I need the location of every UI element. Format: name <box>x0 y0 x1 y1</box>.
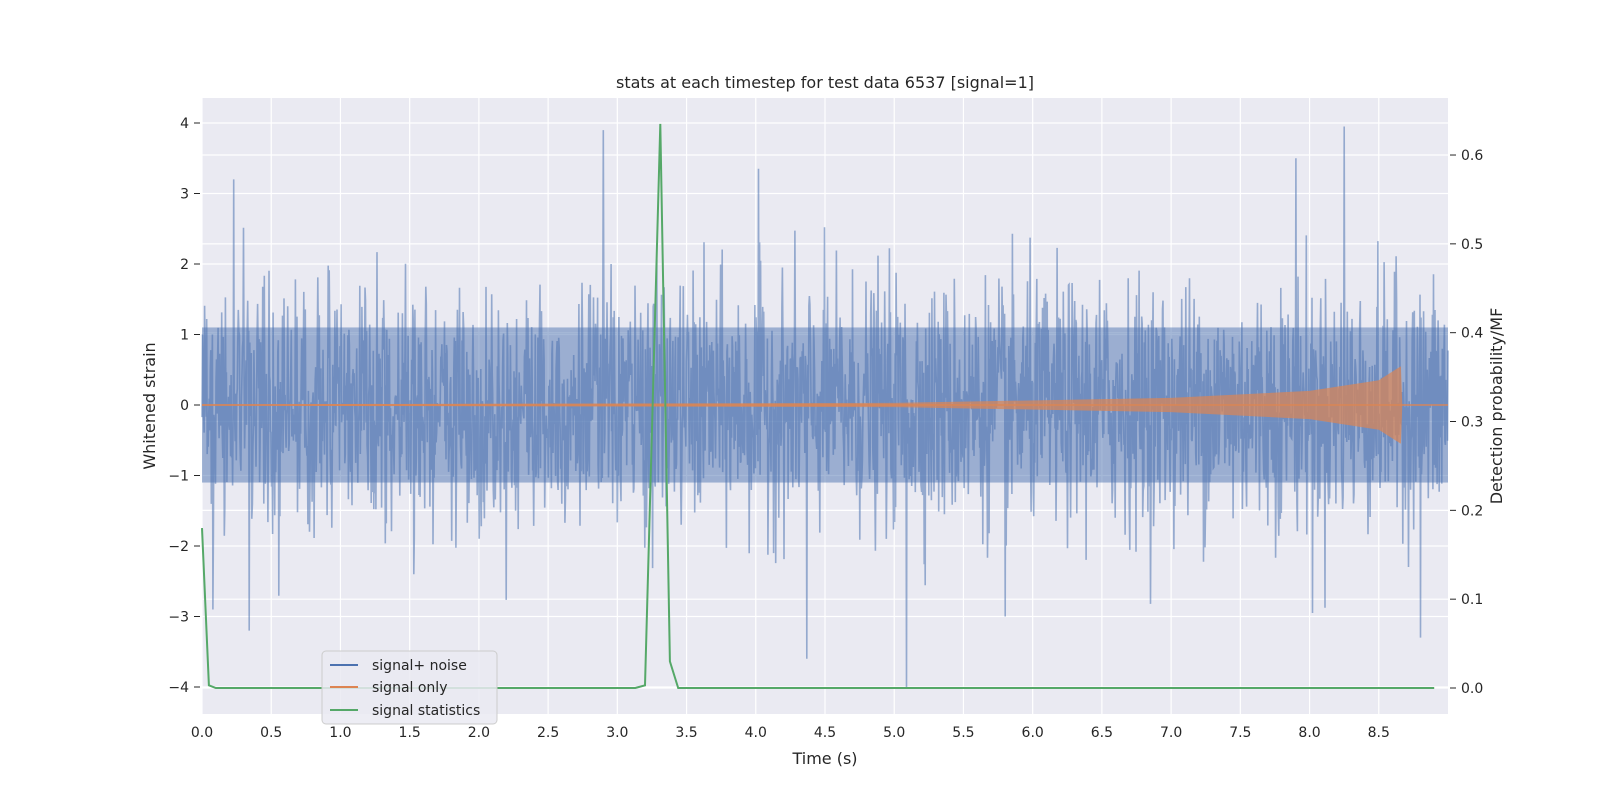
x-tick-label: 5.5 <box>952 725 974 741</box>
x-tick-label: 3.0 <box>606 725 628 741</box>
x-axis-label: Time (s) <box>791 749 857 768</box>
y2-axis-ticks: 0.6 0.5 0.4 0.3 0.2 0.1 0.0 <box>1450 148 1483 697</box>
y-tick-label: 4 <box>180 116 189 132</box>
y2-tick-label: 0.6 <box>1461 148 1483 164</box>
y2-tick-label: 0.1 <box>1461 592 1483 608</box>
x-tick-label: 7.0 <box>1160 725 1182 741</box>
legend-label-signal-only: signal only <box>372 680 447 696</box>
x-tick-label: 6.0 <box>1022 725 1044 741</box>
signal-statistics-line <box>201 123 1435 689</box>
x-tick-label: 5.0 <box>883 725 905 741</box>
y-tick-label: 3 <box>180 187 189 203</box>
y-tick-label: 2 <box>180 257 189 273</box>
x-tick-label: 2.5 <box>537 725 559 741</box>
x-tick-label: 4.5 <box>814 725 836 741</box>
legend-label-signal-noise: signal+ noise <box>372 658 467 674</box>
x-tick-label: 4.0 <box>745 725 767 741</box>
y-tick-label: −3 <box>168 610 189 626</box>
x-tick-label: 2.0 <box>468 725 490 741</box>
y2-tick-label: 0.3 <box>1461 415 1483 431</box>
y-tick-label: −4 <box>168 680 189 696</box>
legend-box <box>321 650 498 725</box>
legend: signal+ noise signal only signal statist… <box>321 650 498 725</box>
series-signal-only <box>202 366 1448 444</box>
y2-axis-label: Detection probability/MF <box>1487 308 1506 505</box>
x-tick-label: 1.5 <box>399 725 421 741</box>
x-tick-label: 1.0 <box>329 725 351 741</box>
y-axis-ticks: 4 3 2 1 0 −1 −2 −3 −4 <box>168 116 200 696</box>
y2-tick-label: 0.4 <box>1461 326 1483 342</box>
y-tick-label: −2 <box>168 539 189 555</box>
x-tick-label: 8.0 <box>1298 725 1320 741</box>
x-tick-label: 6.5 <box>1091 725 1113 741</box>
y2-tick-label: 0.0 <box>1461 681 1483 697</box>
x-tick-label: 3.5 <box>675 725 697 741</box>
y-tick-label: 1 <box>180 328 189 344</box>
y-axis-label: Whitened strain <box>140 342 159 469</box>
legend-label-signal-statistics: signal statistics <box>372 703 480 719</box>
series-signal-statistics <box>201 123 1435 689</box>
x-tick-label: 0.0 <box>191 725 213 741</box>
y-tick-label: −1 <box>168 469 189 485</box>
y2-tick-label: 0.2 <box>1461 503 1483 519</box>
signal-only-envelope <box>202 366 1448 444</box>
y-tick-label: 0 <box>180 398 189 414</box>
chart-title: stats at each timestep for test data 653… <box>616 73 1034 92</box>
x-tick-label: 0.5 <box>260 725 282 741</box>
x-tick-label: 8.5 <box>1368 725 1390 741</box>
x-tick-label: 7.5 <box>1229 725 1251 741</box>
y2-tick-label: 0.5 <box>1461 237 1483 253</box>
x-axis-ticks: 0.0 0.5 1.0 1.5 2.0 2.5 3.0 3.5 4.0 4.5 5.0 5.5 6.0 6… <box>191 725 1390 741</box>
